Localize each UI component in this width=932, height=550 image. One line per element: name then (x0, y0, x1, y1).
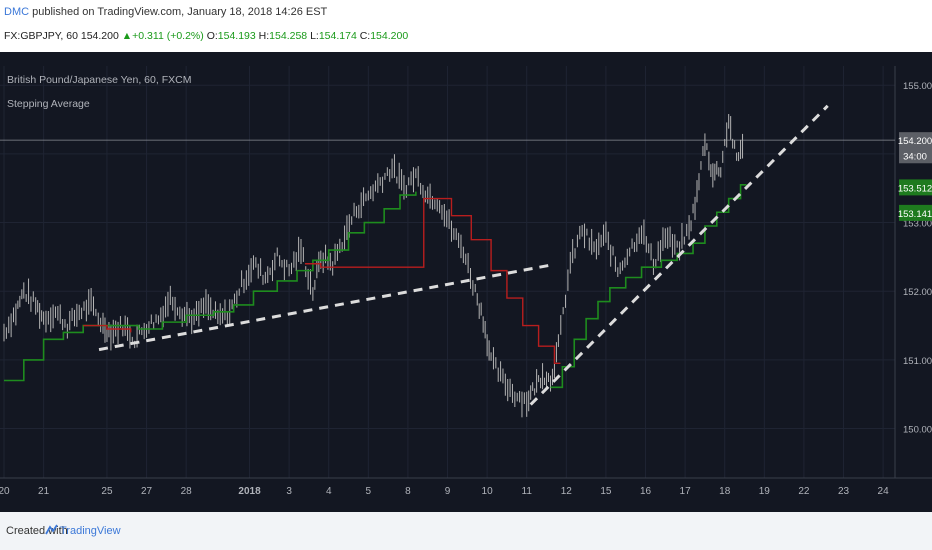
x-tick-label: 21 (38, 486, 50, 497)
price-label-box (899, 179, 932, 196)
price-axis-background (895, 66, 932, 478)
tradingview-link[interactable]: TradingView (60, 525, 121, 537)
time-axis[interactable]: 20 21 25 27 28 2018 3 4 5 8 9 10 11 12 15 16 17 18 19 22 23 2… (0, 486, 889, 497)
last-price: 154.200 (80, 30, 119, 42)
author-link[interactable]: DMC (4, 6, 30, 18)
grid-lines (0, 66, 895, 478)
price-label-text: 153.512 (898, 183, 932, 194)
x-tick-label: 9 (445, 486, 451, 497)
footer-bar: Created with TradingView (0, 512, 932, 550)
x-tick-label: 8 (405, 486, 411, 497)
y-tick-label: 153.000 (903, 219, 932, 230)
trendline-dash-1 (98, 263, 551, 352)
price-label-text: 153.141 (898, 209, 932, 220)
trendlines (98, 104, 829, 406)
close-label: C: (359, 30, 371, 42)
x-tick-label: 10 (482, 486, 494, 497)
y-tick-label: 150.000 (903, 425, 932, 436)
high-label: H: (258, 30, 270, 42)
price-label-box (899, 147, 932, 164)
price-label-text: 34:00 (903, 151, 927, 162)
x-tick-label: 12 (561, 486, 573, 497)
x-tick-label: 2018 (238, 486, 261, 497)
x-tick-label: 5 (366, 486, 372, 497)
x-tick-label: 11 (522, 486, 533, 497)
red-step-line (83, 197, 561, 365)
price-label-text: 154.200 (898, 136, 932, 147)
tradingview-logo-icon (45, 524, 58, 535)
publish-info: DMC published on TradingView.com, Januar… (4, 6, 327, 18)
green-stepping-average (4, 183, 747, 389)
x-tick-label: 22 (798, 486, 810, 497)
x-tick-label: 17 (680, 486, 692, 497)
up-arrow-icon: ▲ (121, 30, 133, 42)
close-value: 154.200 (370, 30, 409, 42)
price-labels: 154.200 34:00 153.512 153.141 (898, 132, 932, 221)
price-label-box (899, 204, 932, 221)
chart-header: DMC published on TradingView.com, Januar… (0, 0, 932, 52)
x-tick-label: 20 (0, 486, 10, 497)
low-label: L: (310, 30, 319, 42)
y-tick-label: 155.000 (903, 81, 932, 92)
x-tick-label: 23 (838, 486, 850, 497)
indicator-label: Stepping Average (7, 98, 90, 110)
x-tick-label: 24 (878, 486, 890, 497)
price-chart[interactable]: 150.000151.000152.000153.000154.000155.0… (0, 52, 932, 512)
trendline-dash-2 (529, 104, 829, 406)
symbol-label: FX:GBPJPY, 60 (4, 30, 78, 42)
x-tick-label: 16 (640, 486, 652, 497)
ohlc-readout: FX:GBPJPY, 60 154.200 ▲+0.311 (+0.2%) O:… (4, 30, 408, 42)
y-tick-label: 151.000 (903, 356, 932, 367)
x-tick-label: 28 (181, 486, 193, 497)
created-with-label: Created with (6, 525, 68, 537)
open-label: O: (206, 30, 218, 42)
green-step-line (4, 183, 747, 389)
x-tick-label: 19 (759, 486, 771, 497)
x-tick-label: 18 (719, 486, 731, 497)
price-change: +0.311 (+0.2%) (132, 30, 204, 42)
open-value: 154.193 (217, 30, 256, 42)
red-stepping-average (83, 197, 561, 365)
chart-title: British Pound/Japanese Yen, 60, FXCM (7, 74, 191, 86)
high-value: 154.258 (269, 30, 308, 42)
x-tick-label: 4 (326, 486, 332, 497)
price-label-box (899, 132, 932, 149)
y-tick-label: 152.000 (903, 287, 932, 298)
published-text: published on TradingView.com, January 18… (29, 6, 328, 18)
x-tick-label: 27 (141, 486, 153, 497)
x-tick-label: 25 (101, 486, 113, 497)
x-tick-label: 3 (286, 486, 292, 497)
low-value: 154.174 (318, 30, 357, 42)
x-tick-label: 15 (600, 486, 612, 497)
